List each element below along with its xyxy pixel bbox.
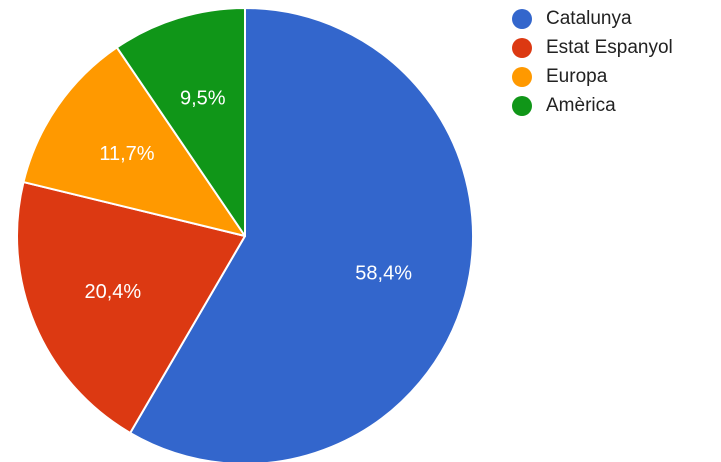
pie-slice-america[interactable] [115, 7, 246, 237]
legend-label-america: Amèrica [546, 94, 616, 116]
pie-label-estat-espanyol: 20,4% [84, 281, 141, 303]
legend-item-estat-espanyol[interactable]: Estat Espanyol [512, 33, 673, 62]
legend-swatch-estat-espanyol [512, 37, 532, 58]
legend-item-america[interactable]: Amèrica [512, 91, 673, 120]
pie-slices [16, 7, 474, 462]
pie-slice-europa[interactable] [22, 46, 246, 237]
legend-item-catalunya[interactable]: Catalunya [512, 4, 673, 33]
legend-label-europa: Europa [546, 65, 608, 87]
pie-slice-catalunya[interactable] [129, 7, 474, 462]
legend-label-catalunya: Catalunya [546, 7, 632, 29]
pie-label-america: 9,5% [180, 88, 226, 110]
legend-swatch-america [512, 95, 532, 116]
legend-item-europa[interactable]: Europa [512, 62, 673, 91]
pie-label-europa: 11,7% [99, 143, 154, 165]
legend-swatch-catalunya [512, 8, 532, 29]
legend-swatch-europa [512, 66, 532, 87]
pie-label-catalunya: 58,4% [355, 262, 412, 284]
legend-label-estat-espanyol: Estat Espanyol [546, 36, 673, 58]
pie-labels: 58,4% 20,4% 11,7% 9,5% [84, 88, 412, 304]
legend: Catalunya Estat Espanyol Europa Amèrica [512, 4, 673, 120]
pie-slice-estat-espanyol[interactable] [16, 181, 246, 434]
